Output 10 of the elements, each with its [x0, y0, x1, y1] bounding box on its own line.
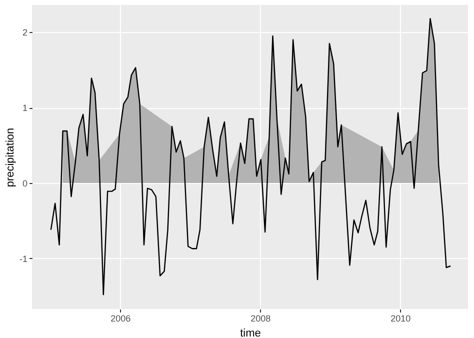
y-tick-label: 2: [22, 28, 28, 38]
x-tick-label: 2010: [390, 314, 411, 324]
x-axis-title: time: [240, 328, 261, 338]
y-tick-label: 1: [22, 103, 28, 114]
line-series: [50, 18, 452, 296]
y-tick-label: -1: [19, 254, 28, 264]
x-tick-label: 2008: [250, 314, 271, 324]
y-axis-title: precipitation: [4, 128, 16, 188]
y-tick-label: 0: [22, 178, 28, 189]
x-tick-label: 2006: [110, 314, 131, 324]
